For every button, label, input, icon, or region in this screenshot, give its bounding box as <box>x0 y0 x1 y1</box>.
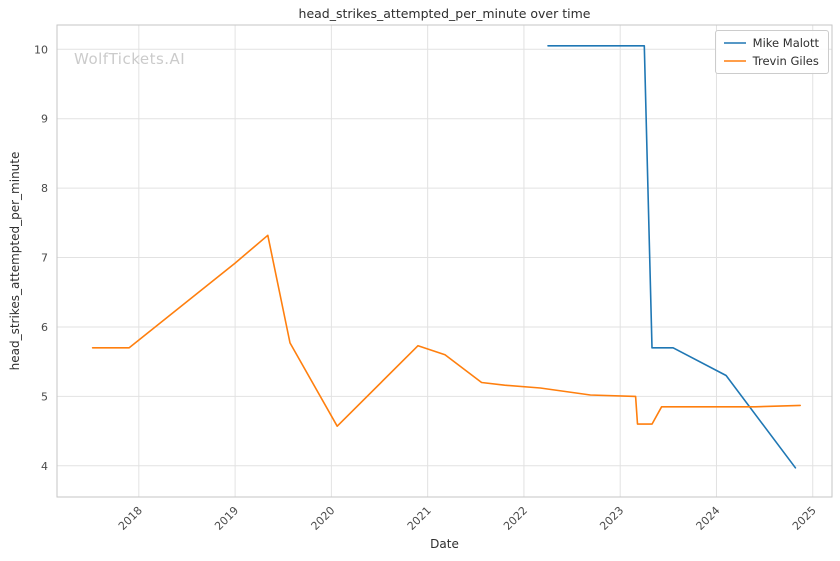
x-tick-label: 2024 <box>694 504 723 533</box>
y-tick-label: 7 <box>41 252 48 265</box>
y-tick-label: 8 <box>41 182 48 195</box>
legend: Mike Malott Trevin Giles <box>714 30 829 74</box>
x-tick-label: 2025 <box>790 504 819 533</box>
y-tick-label: 9 <box>41 113 48 126</box>
plot-background <box>57 25 832 497</box>
legend-label: Mike Malott <box>752 36 819 50</box>
y-tick-label: 6 <box>41 321 48 334</box>
legend-item-trevin-giles: Trevin Giles <box>723 54 819 68</box>
y-axis-label: head_strikes_attempted_per_minute <box>8 151 22 371</box>
x-tick-label: 2020 <box>309 504 338 533</box>
series-line-trevin-giles <box>91 234 802 428</box>
x-tick-label: 2019 <box>212 504 241 533</box>
chart-title: head_strikes_attempted_per_minute over t… <box>298 6 591 21</box>
legend-line-icon <box>723 42 746 44</box>
x-tick-label: 2023 <box>597 504 626 533</box>
y-tick-label: 4 <box>41 460 48 473</box>
y-tick-label: 10 <box>34 43 48 56</box>
x-tick-label: 2018 <box>116 504 145 533</box>
legend-label: Trevin Giles <box>752 54 819 68</box>
y-tick-label: 5 <box>41 390 48 403</box>
series-line-mike-malott <box>547 44 797 469</box>
x-axis-label: Date <box>430 537 459 551</box>
x-tick-label: 2022 <box>501 504 530 533</box>
legend-line-icon <box>723 60 746 62</box>
watermark: WolfTickets.AI <box>74 50 186 68</box>
legend-item-mike-malott: Mike Malott <box>723 36 819 50</box>
axes-border <box>56 24 833 498</box>
x-tick-label: 2021 <box>405 504 434 533</box>
